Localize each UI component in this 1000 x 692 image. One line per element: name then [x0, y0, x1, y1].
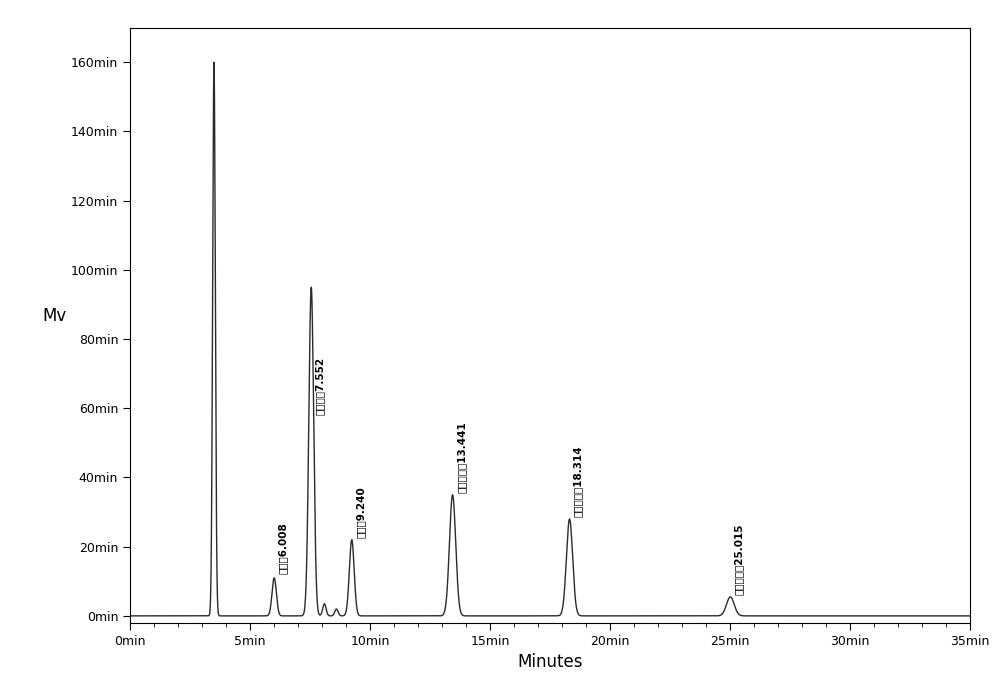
Text: 蔗果四糖・25.015: 蔗果四糖・25.015 [734, 524, 744, 595]
X-axis label: Minutes: Minutes [517, 653, 583, 671]
Y-axis label: Mv: Mv [42, 307, 66, 325]
Text: 果糖・6.008: 果糖・6.008 [278, 522, 288, 574]
Text: 蔗果二糖・13.441: 蔗果二糖・13.441 [456, 421, 466, 493]
Text: 蔗蘇糖・7.552: 蔗蘇糖・7.552 [315, 357, 325, 415]
Text: 蔗果三糖・18.314: 蔗果三糖・18.314 [573, 446, 583, 518]
Text: 蔗糖・9.240: 蔗糖・9.240 [356, 486, 366, 538]
